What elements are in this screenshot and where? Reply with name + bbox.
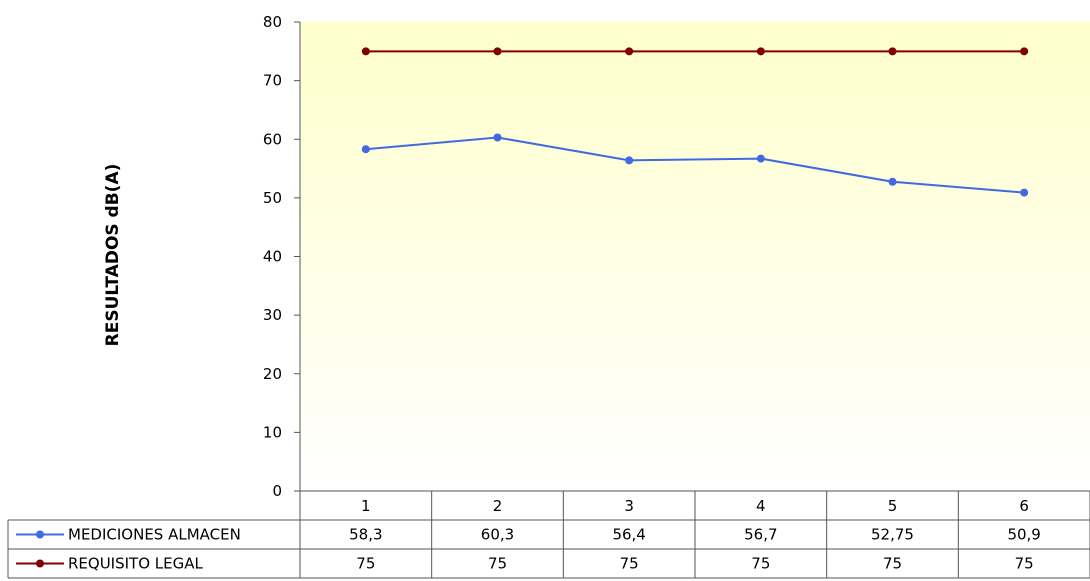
y-tick-label: 70	[263, 72, 282, 90]
data-point	[361, 47, 370, 56]
legend-label: REQUISITO LEGAL	[68, 555, 204, 573]
legend-key-marker	[36, 530, 44, 539]
x-tick-label: 4	[756, 497, 766, 515]
x-tick-label: 3	[624, 497, 634, 515]
data-point	[625, 156, 634, 165]
plot-area	[300, 22, 1090, 491]
y-axis: 0 10 20 30 40 50 60 70 80	[263, 13, 301, 500]
data-label: 75	[883, 555, 902, 573]
data-label: 75	[488, 555, 507, 573]
y-tick-label: 60	[263, 130, 282, 148]
series-line	[365, 136, 1025, 194]
data-point	[756, 47, 765, 56]
data-point	[493, 133, 502, 142]
y-tick-label: 40	[263, 248, 282, 266]
x-tick-label: 6	[1019, 497, 1029, 515]
legend-key-marker	[36, 559, 44, 568]
x-tick-label: 1	[361, 497, 371, 515]
data-point	[361, 145, 370, 154]
table-grid	[7, 490, 1090, 579]
data-point	[1020, 188, 1029, 197]
data-label: 56,4	[612, 526, 645, 544]
y-tick-label: 80	[263, 13, 282, 31]
data-label: 75	[356, 555, 375, 573]
y-tick-label: 30	[263, 306, 282, 324]
data-label: 75	[751, 555, 770, 573]
legend-label: MEDICIONES ALMACEN	[68, 526, 241, 544]
data-table: 1 2 3 4 5 6 MEDICIONES ALMACEN 58,3 60,3 56,4 56,7…	[16, 497, 1041, 573]
x-tick-label: 5	[888, 497, 898, 515]
x-tick-label: 2	[493, 497, 503, 515]
data-label: 60,3	[481, 526, 514, 544]
y-tick-label: 10	[263, 423, 282, 441]
y-tick-label: 20	[263, 365, 282, 383]
data-label: 58,3	[349, 526, 382, 544]
series-layer	[361, 47, 1029, 197]
data-point	[888, 47, 897, 56]
y-tick-label: 0	[272, 482, 282, 500]
data-label: 75	[1015, 555, 1034, 573]
data-label: 52,75	[871, 526, 914, 544]
data-label: 50,9	[1007, 526, 1040, 544]
data-point	[493, 47, 502, 56]
data-label: 56,7	[744, 526, 777, 544]
y-axis-title: RESULTADOS dB(A)	[103, 164, 123, 347]
data-point	[888, 177, 897, 186]
data-point	[1020, 47, 1029, 56]
data-label: 75	[620, 555, 639, 573]
y-tick-label: 50	[263, 189, 282, 207]
data-point	[625, 47, 634, 56]
data-point	[756, 154, 765, 163]
